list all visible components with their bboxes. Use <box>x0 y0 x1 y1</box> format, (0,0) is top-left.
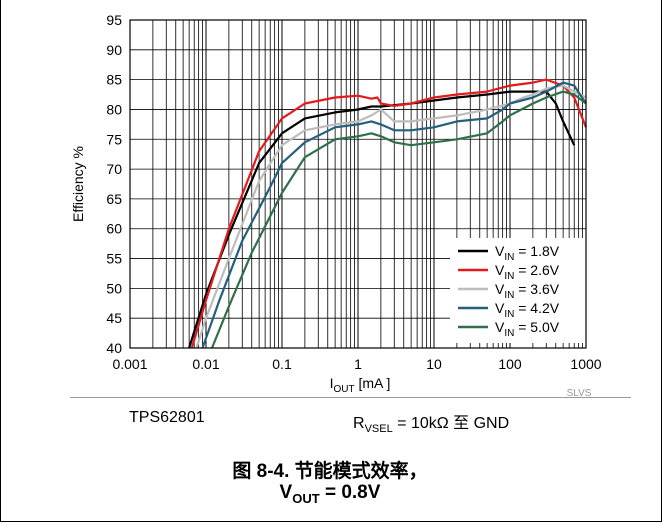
y-axis-label: Efficiency % <box>70 146 86 222</box>
chart-series <box>188 78 588 349</box>
y-tick-label: 65 <box>106 191 122 207</box>
figure-caption-line2: VOUT = 0.8V <box>0 482 660 506</box>
y-tick-label: 55 <box>106 251 122 267</box>
rvsel-main: R <box>353 415 365 432</box>
y-tick-label: 75 <box>106 131 122 147</box>
series-line-4 <box>201 81 587 349</box>
y-tick-label: 90 <box>106 42 122 58</box>
x-tick-label: 1 <box>354 356 362 372</box>
y-tick-label: 45 <box>106 310 122 326</box>
x-tick-label: 10 <box>426 356 442 372</box>
legend-label-1: VIN = 1.8V <box>495 243 560 263</box>
series-line-3 <box>195 84 587 349</box>
legend-label-4: VIN = 4.2V <box>495 300 560 320</box>
vout-main: V <box>279 482 293 503</box>
x-axis-label: IOUT [mA ] <box>330 375 391 395</box>
legend-label-5: VIN = 5.0V <box>495 319 560 339</box>
watermark-text: SLVS <box>567 388 592 399</box>
series-line-2 <box>190 78 588 349</box>
y-tick-label: 85 <box>106 72 122 88</box>
x-tick-label: 0.1 <box>272 356 292 372</box>
figure-divider <box>70 397 631 398</box>
plot-border <box>129 19 587 349</box>
part-number: TPS62801 <box>129 409 205 426</box>
y-tick-label: 50 <box>106 280 122 296</box>
vout-rest: = 0.8V <box>319 482 381 503</box>
y-tick-label: 60 <box>106 221 122 237</box>
rvsel-condition: RVSEL = 10kΩ 至 GND <box>353 409 509 435</box>
rvsel-rest: = 10kΩ 至 GND <box>392 415 510 432</box>
x-tick-label: 0.01 <box>192 356 219 372</box>
legend-label-3: VIN = 3.6V <box>495 281 560 301</box>
x-tick-label: 1000 <box>570 356 601 372</box>
legend-label-2: VIN = 2.6V <box>495 262 560 282</box>
y-tick-label: 40 <box>106 340 122 356</box>
legend-box <box>450 238 586 343</box>
y-tick-label: 95 <box>106 12 122 28</box>
series-line-5 <box>210 90 587 349</box>
vout-sub: OUT <box>292 490 320 506</box>
x-tick-label: 100 <box>498 356 522 372</box>
chart-axes: 40 45 50 55 60 65 70 75 80 85 90 95 0.001 0.01 0.1 1 10 1… <box>70 12 602 399</box>
x-tick-label: 0.001 <box>112 356 147 372</box>
figure-caption-line1: 图 8-4. 节能模式效率， <box>232 461 428 482</box>
y-tick-label: 70 <box>106 161 122 177</box>
y-tick-label: 80 <box>106 101 122 117</box>
rvsel-sub: VSEL <box>364 423 393 436</box>
